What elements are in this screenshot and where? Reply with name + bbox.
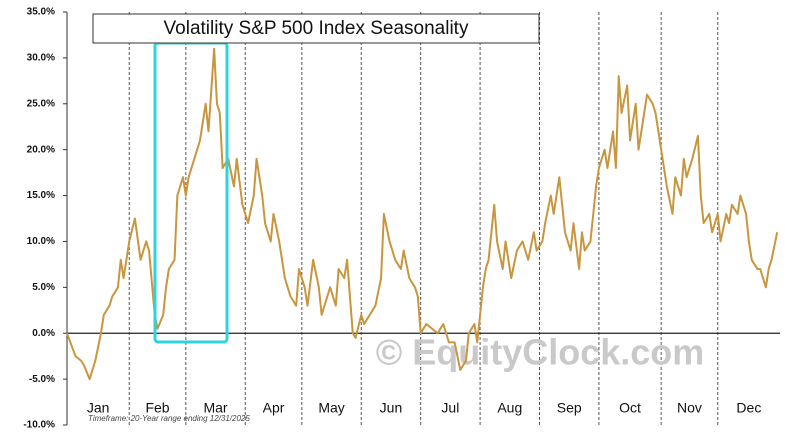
series-line [66, 47, 779, 381]
x-tick-label: Oct [619, 400, 641, 416]
x-tick-label: Nov [677, 400, 702, 416]
footnote: Timeframe: 20-Year range ending 12/31/20… [88, 414, 250, 423]
grid: -10.0% -5.0% 0.0% 5.0% 10.0% 15.0% 20.0% 25.0% 3… [23, 7, 780, 431]
y-tick-label: 20.0% [27, 144, 55, 155]
y-tick-label: 15.0% [27, 190, 55, 201]
y-tick-label: 5.0% [32, 282, 55, 293]
y-tick-label: -10.0% [23, 420, 55, 431]
x-tick-label: Feb [145, 400, 169, 416]
y-tick-label: 25.0% [27, 98, 55, 109]
chart-title: Volatility S&P 500 Index Seasonality [164, 18, 469, 39]
y-tick-label: 0.0% [32, 328, 55, 339]
y-tick-label: 35.0% [27, 7, 55, 18]
y-tick-label: 10.0% [27, 236, 55, 247]
x-tick-label: May [318, 400, 344, 416]
x-tick-label: Jul [441, 400, 459, 416]
x-tick-label: Aug [497, 400, 522, 416]
y-tick-label: 30.0% [27, 53, 55, 64]
y-tick-label: -5.0% [29, 374, 55, 385]
plot [66, 47, 779, 381]
x-tick-label: Dec [736, 400, 761, 416]
x-tick-label: Sep [557, 400, 582, 416]
x-tick-label: Jan [87, 400, 110, 416]
x-tick-label: Apr [263, 400, 285, 416]
x-tick-label: Jun [380, 400, 403, 416]
title-box [92, 13, 540, 44]
watermark: © EquityClock.com [376, 332, 705, 373]
x-tick-label: Mar [203, 400, 227, 416]
